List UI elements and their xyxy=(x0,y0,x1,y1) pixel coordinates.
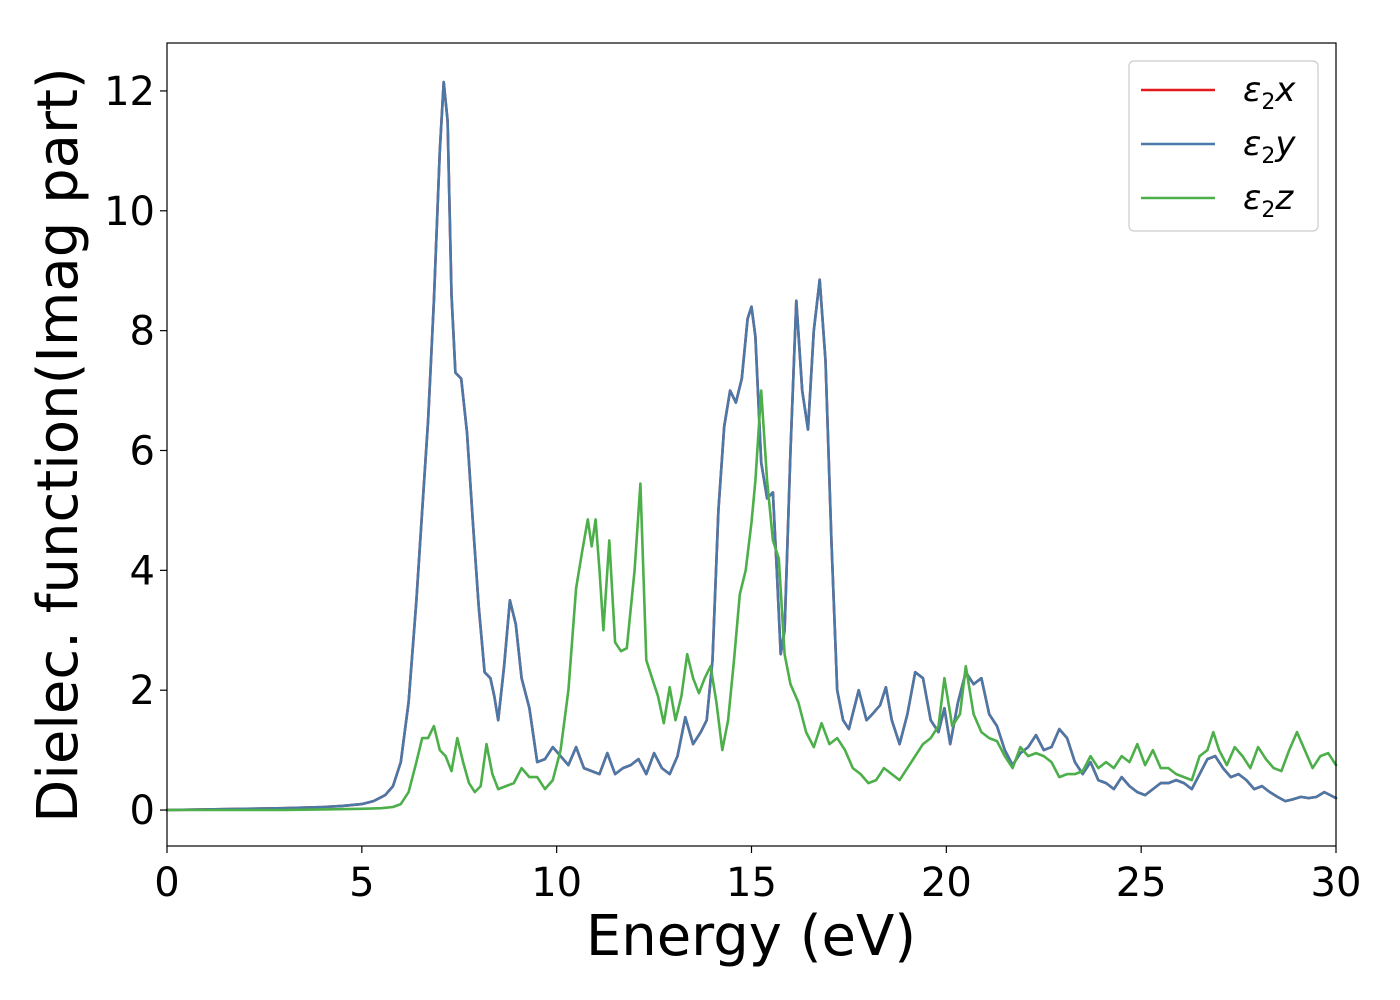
legend-label-x: ε2x xyxy=(1243,70,1296,115)
x-tick-label: 15 xyxy=(726,860,777,906)
legend-subscript: 2 xyxy=(1261,198,1275,223)
x-axis: 0 5 10 15 20 25 30 xyxy=(154,846,1361,906)
y-tick-label: 12 xyxy=(104,69,155,115)
y-tick-label: 6 xyxy=(130,428,155,474)
x-tick-label: 10 xyxy=(531,860,582,906)
legend-subscript: 2 xyxy=(1261,144,1275,169)
legend-symbol: ε xyxy=(1243,178,1261,218)
legend-subscript: 2 xyxy=(1261,90,1275,115)
y-tick-label: 10 xyxy=(104,189,155,235)
y-axis-title: Dielec. function(Imag part) xyxy=(26,67,91,823)
legend-symbol: ε xyxy=(1243,124,1261,164)
y-tick-label: 2 xyxy=(130,668,155,714)
x-tick-label: 20 xyxy=(921,860,972,906)
legend-label-y: ε2y xyxy=(1243,124,1296,169)
x-tick-label: 5 xyxy=(349,860,374,906)
series-layer xyxy=(165,80,1338,812)
legend-frame xyxy=(1128,60,1319,232)
legend-symbol: ε xyxy=(1243,70,1261,110)
y-axis: 0 2 4 6 8 10 12 xyxy=(104,69,167,834)
legend-variable: x xyxy=(1274,70,1296,110)
y-tick-label: 8 xyxy=(130,309,155,355)
y-tick-label: 0 xyxy=(130,788,155,834)
series-line-y xyxy=(165,80,1338,812)
x-tick-label: 30 xyxy=(1311,860,1362,906)
legend-variable: y xyxy=(1274,124,1296,164)
x-tick-label: 25 xyxy=(1116,860,1167,906)
y-tick-label: 4 xyxy=(130,548,155,594)
series-line-z xyxy=(165,389,1338,812)
legend-label-z: ε2z xyxy=(1243,178,1294,223)
x-tick-label: 0 xyxy=(154,860,179,906)
legend-variable: z xyxy=(1274,178,1294,218)
x-axis-title: Energy (eV) xyxy=(586,904,916,969)
